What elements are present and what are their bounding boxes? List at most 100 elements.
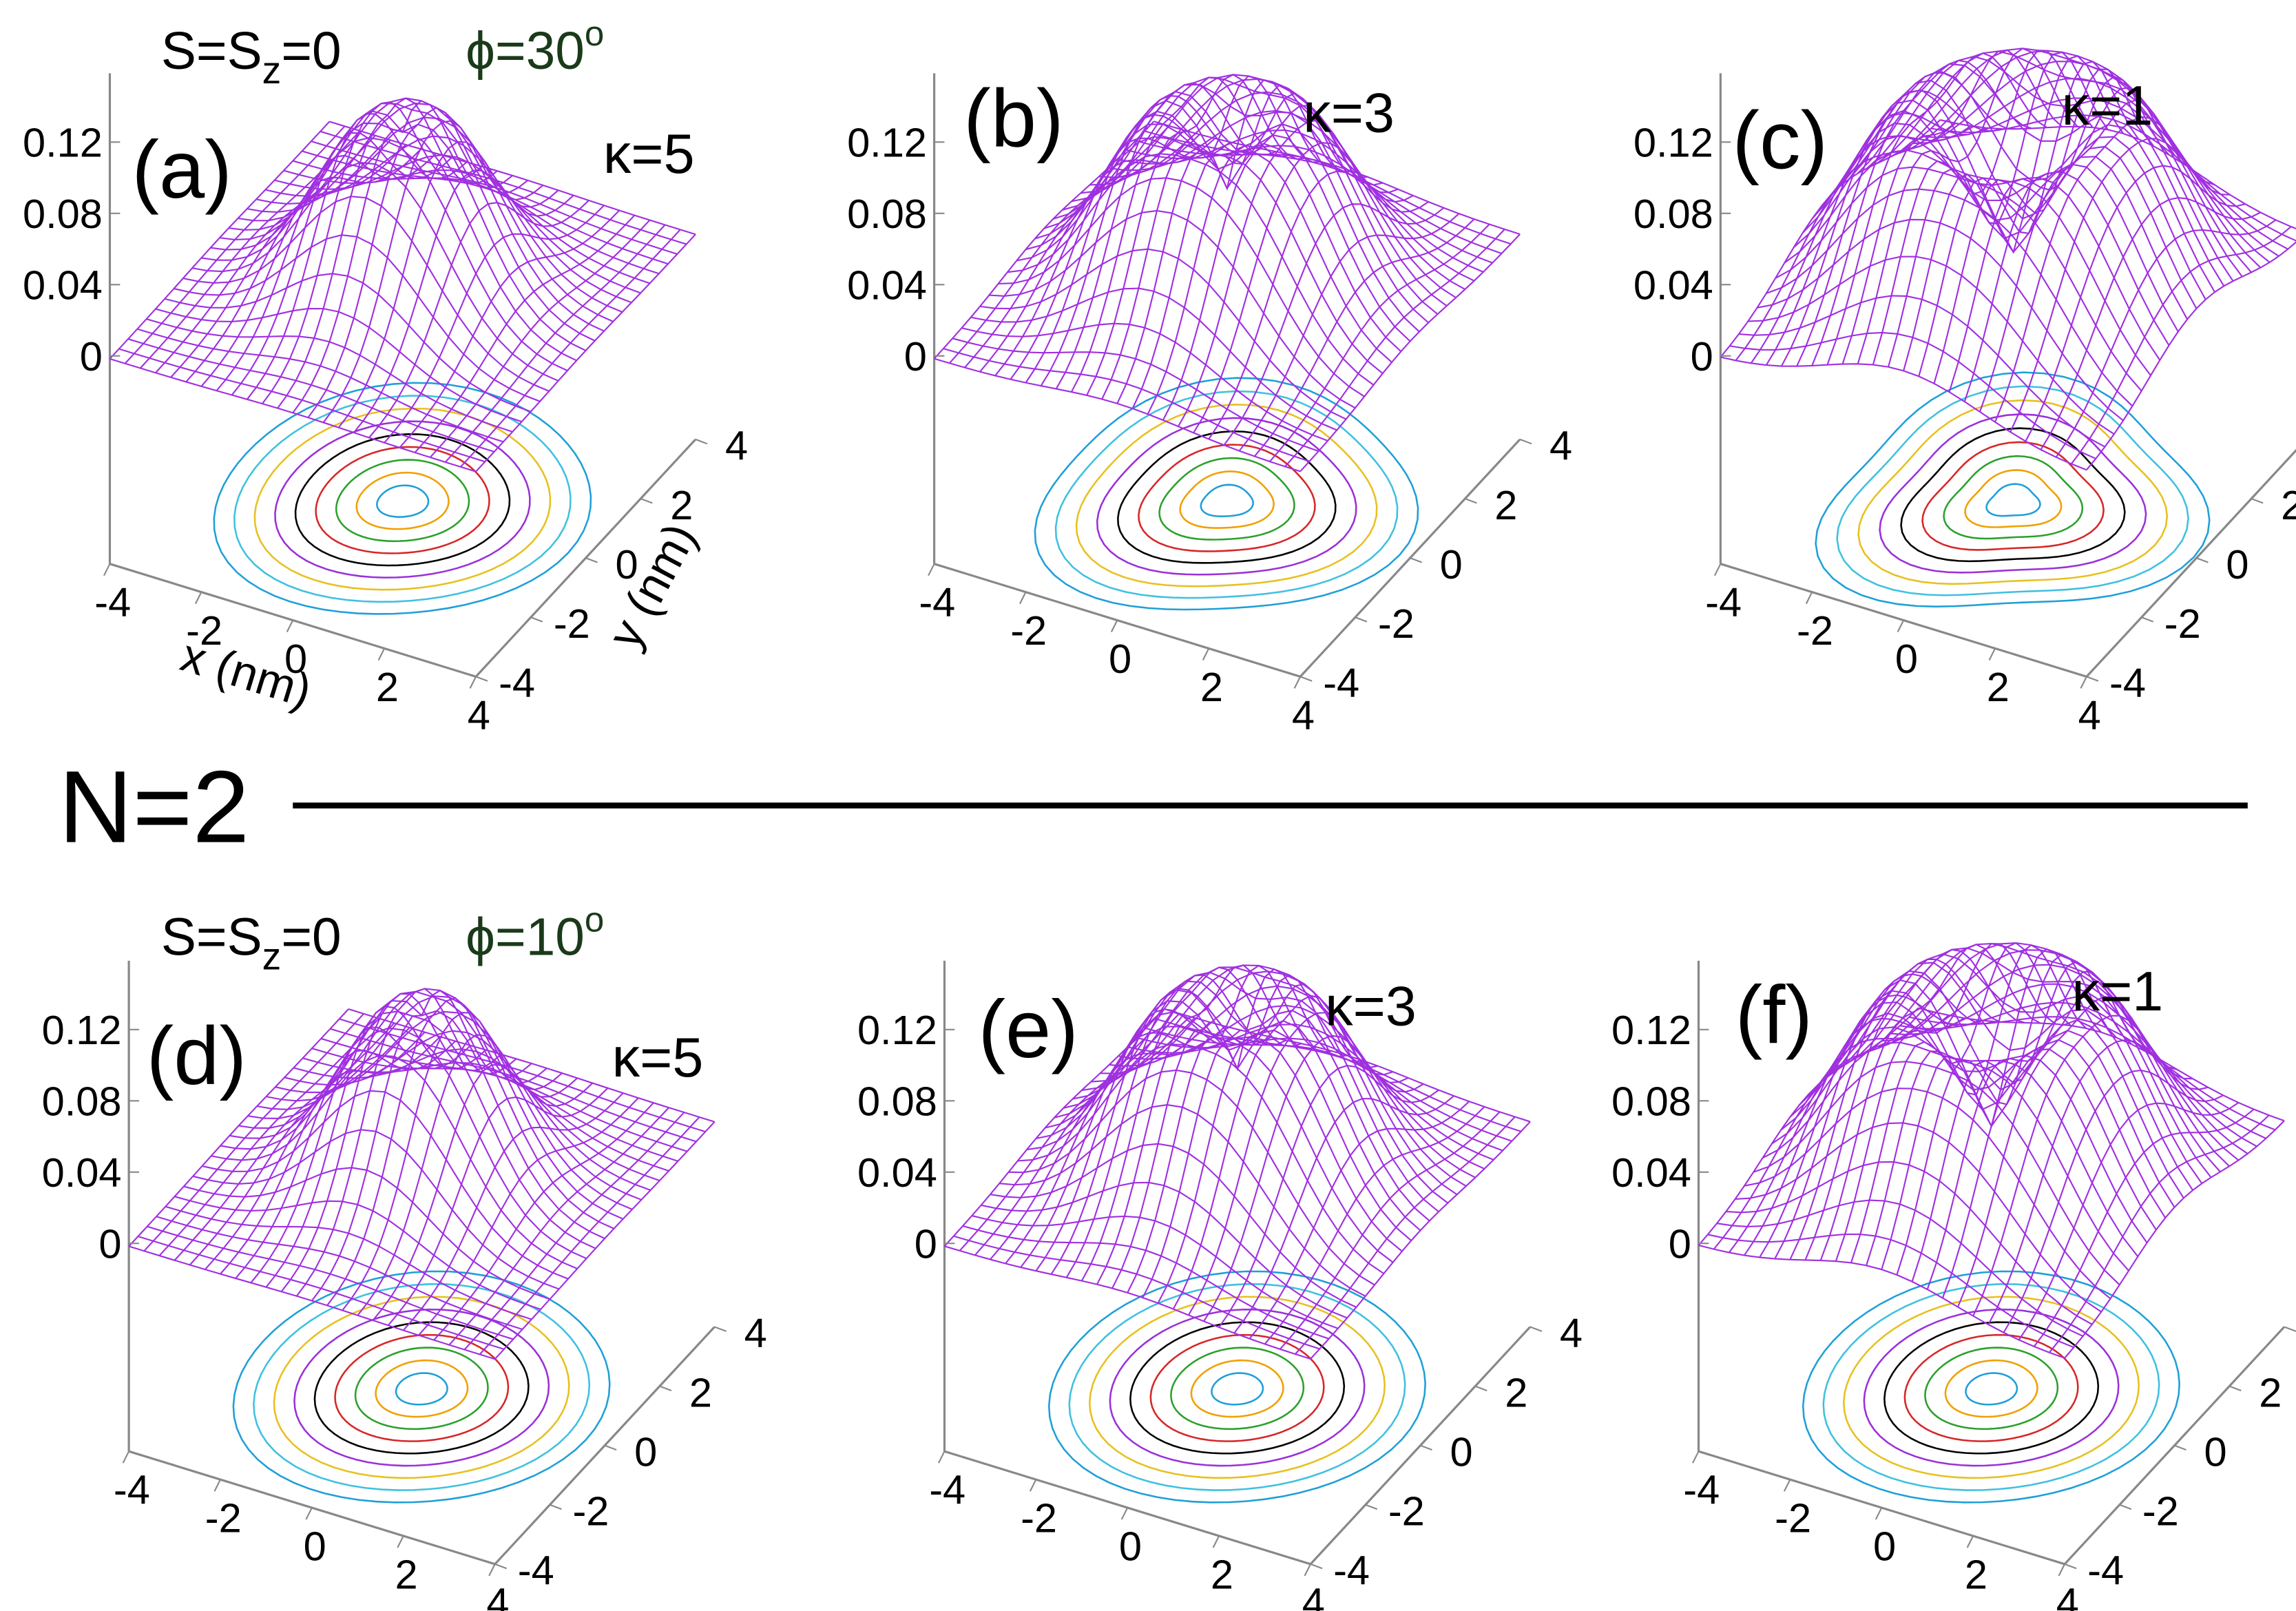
surface-mesh xyxy=(1117,129,1484,273)
surface-mesh xyxy=(1154,1017,1521,1132)
y-tick xyxy=(1310,1563,1323,1570)
spin-text: S=S xyxy=(161,22,262,81)
surface-mesh xyxy=(2018,1102,2240,1340)
x-tick xyxy=(1783,1479,1791,1492)
y-tick xyxy=(2119,1504,2132,1510)
surface-mesh xyxy=(1034,110,1402,353)
x-tick-label: -2 xyxy=(1775,1495,1811,1541)
phi-sup: o xyxy=(585,14,604,53)
surface-mesh xyxy=(964,129,1185,368)
contour-line xyxy=(1047,1270,1426,1504)
contour-line xyxy=(253,1283,591,1491)
contour-line xyxy=(1924,1347,2059,1431)
y-tick xyxy=(1365,1504,1378,1510)
surface-mesh xyxy=(2070,226,2292,465)
y-tick-label: 2 xyxy=(1494,482,1517,528)
phi-label: ϕ=10o xyxy=(466,900,604,966)
surface-mesh xyxy=(109,357,477,472)
x-tick-label: -4 xyxy=(919,579,955,625)
surface-mesh xyxy=(962,1225,1329,1340)
contour-line xyxy=(1138,444,1316,552)
surface-mesh xyxy=(128,1245,495,1360)
contour-line xyxy=(294,433,511,567)
surface-mesh xyxy=(475,233,696,472)
x-tick-label: 4 xyxy=(468,692,490,738)
surface-mesh xyxy=(1164,1008,1531,1123)
x-tick xyxy=(286,620,294,633)
surface-mesh xyxy=(934,357,1301,472)
y-tick xyxy=(2086,676,2099,682)
surface-mesh xyxy=(1798,990,2167,1218)
z-tick-label: 0.08 xyxy=(1611,1079,1691,1125)
x-tick-label: -2 xyxy=(1010,607,1047,654)
contour-line xyxy=(334,1333,510,1442)
x-tick xyxy=(1019,592,1027,605)
z-tick-label: 0.12 xyxy=(1611,1007,1691,1053)
x-tick xyxy=(1713,563,1722,576)
y-tick xyxy=(1410,557,1422,563)
contour-line xyxy=(213,382,592,615)
x-tick xyxy=(2080,676,2087,689)
z-tick-label: 0.04 xyxy=(847,262,927,309)
contour-line xyxy=(1857,399,2169,585)
x-tick xyxy=(213,1479,221,1492)
surface-mesh xyxy=(1940,119,2296,230)
y-tick xyxy=(604,1444,617,1451)
y-tick-label: 0 xyxy=(615,541,638,588)
contour-line xyxy=(1075,404,1378,588)
y-tick xyxy=(695,438,708,445)
y-tick xyxy=(2284,1326,2296,1332)
contour-line xyxy=(1943,455,2084,540)
surface-mesh xyxy=(2033,1108,2255,1347)
y-tick xyxy=(475,676,488,682)
surface-mesh xyxy=(1835,942,2056,1262)
contour-line xyxy=(1900,427,2126,563)
contour-line xyxy=(1879,413,2147,574)
contour-line xyxy=(1190,1359,1284,1418)
x-tick-label: 2 xyxy=(395,1552,417,1598)
surface-mesh xyxy=(320,1037,688,1152)
surface-mesh xyxy=(1300,233,1521,472)
surface-mesh xyxy=(444,224,666,463)
x-tick-label: 4 xyxy=(1292,692,1315,738)
contour-line xyxy=(293,1308,550,1467)
surface-mesh xyxy=(302,150,669,265)
contour-line xyxy=(1965,1372,2018,1406)
surface-mesh xyxy=(2055,219,2277,458)
y-tick xyxy=(1464,498,1477,504)
kappa-label: κ=5 xyxy=(612,1027,704,1089)
z-tick-label: 0.08 xyxy=(1634,191,1713,237)
surface-mesh xyxy=(266,995,633,1210)
phi-sup: o xyxy=(585,900,604,939)
y-tick-label: 2 xyxy=(2281,482,2296,528)
spin-tail: =0 xyxy=(281,22,341,81)
x-tick xyxy=(1029,1479,1037,1492)
x-tick xyxy=(1202,647,1210,661)
contour-line xyxy=(1034,377,1419,611)
surface-mesh xyxy=(127,338,494,453)
contour-line xyxy=(1921,441,2105,551)
x-tick-label: 2 xyxy=(1987,664,2010,710)
surface-mesh xyxy=(1096,964,1317,1285)
y-tick-label: -4 xyxy=(1323,660,1359,706)
surface-mesh xyxy=(1716,1199,2084,1337)
contour-line xyxy=(274,420,531,579)
y-tick-label: 4 xyxy=(1549,423,1572,469)
spin-label: S=Sz=0 xyxy=(161,22,342,92)
x-tick xyxy=(305,1507,313,1520)
contour-line xyxy=(376,484,430,518)
x-tick-label: -4 xyxy=(114,1467,150,1513)
y-tick-label: 0 xyxy=(2226,541,2248,588)
surface-mesh xyxy=(247,990,614,1229)
contour-line xyxy=(273,1296,570,1479)
contour-line xyxy=(395,1372,448,1406)
y-tick xyxy=(714,1326,727,1332)
z-tick-label: 0.04 xyxy=(1634,262,1713,309)
y-tick xyxy=(494,1563,508,1570)
surface-mesh xyxy=(1890,983,2257,1147)
surface-mesh xyxy=(479,1116,700,1355)
spin-text: S=S xyxy=(161,908,262,966)
y-axis-label: y (nm) xyxy=(598,515,707,656)
phi-text: ϕ=10 xyxy=(466,908,585,966)
